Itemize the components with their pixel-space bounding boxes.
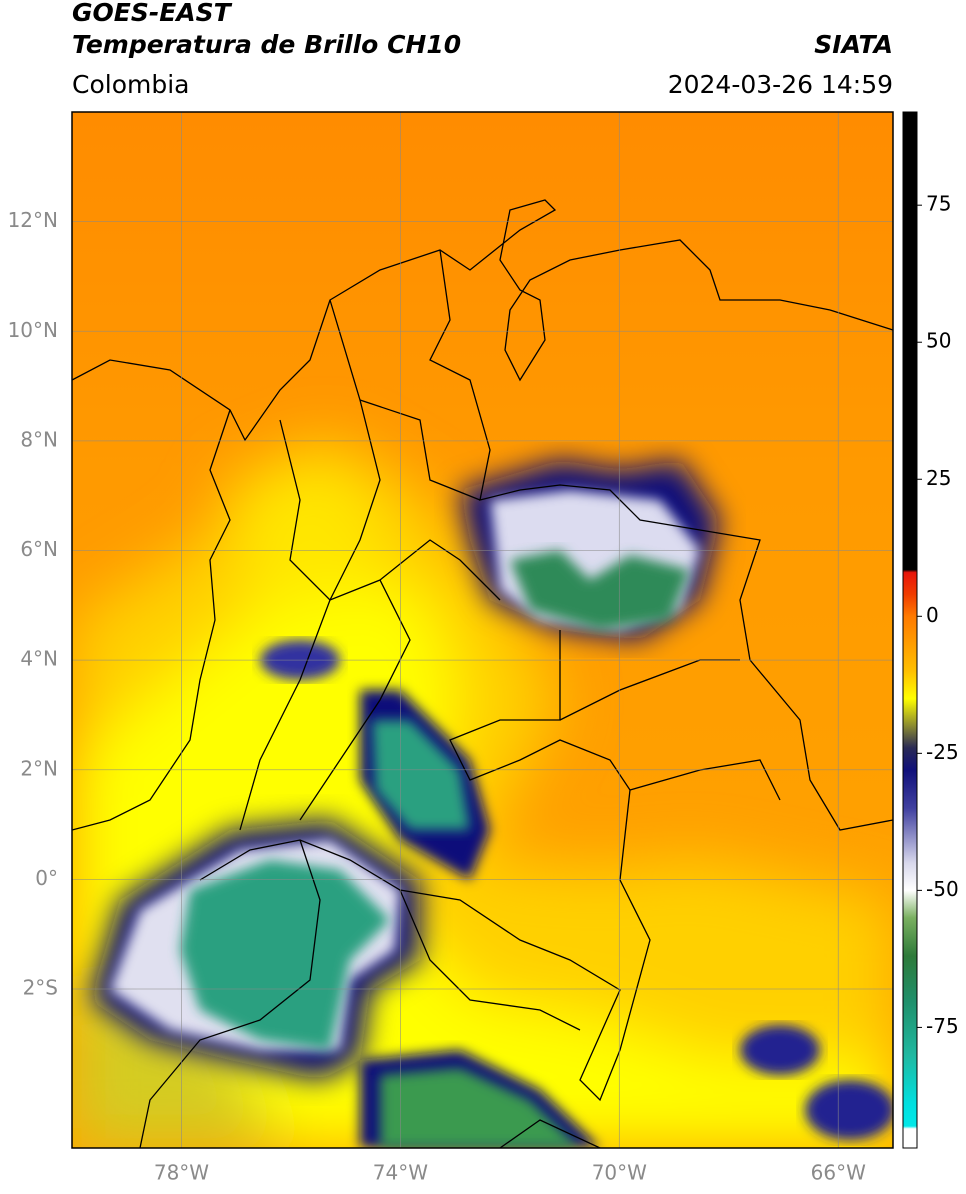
borders bbox=[72, 199, 893, 1148]
map-frame bbox=[71, 111, 894, 1149]
colorbar-tick-label: 75 bbox=[926, 192, 951, 216]
colorbar-tick-label: -25 bbox=[926, 740, 959, 764]
subtitle: Temperatura de Brillo CH10 bbox=[72, 30, 461, 59]
colorbar-tick-label: 0 bbox=[926, 603, 939, 627]
lat-tick-label: 4°N bbox=[20, 647, 58, 671]
lat-tick-label: 6°N bbox=[20, 537, 58, 561]
lon-tick-label: 74°W bbox=[373, 1161, 428, 1185]
lat-tick-label: 12°N bbox=[8, 208, 58, 232]
colorbar-tick-label: -50 bbox=[926, 877, 959, 901]
datetime: 2024-03-26 14:59 bbox=[668, 70, 893, 99]
lat-tick-label: 2°S bbox=[23, 976, 58, 1000]
colorbar-tick-label: 25 bbox=[926, 466, 951, 490]
colorbar-tick-label: 50 bbox=[926, 329, 951, 353]
lon-tick-label: 66°W bbox=[811, 1161, 866, 1185]
region: Colombia bbox=[72, 70, 189, 99]
source: SIATA bbox=[814, 30, 893, 59]
clouds bbox=[90, 460, 893, 1148]
colorbar-tick-label: -75 bbox=[926, 1014, 959, 1038]
lat-tick-label: 8°N bbox=[20, 427, 58, 451]
colorbar bbox=[902, 111, 918, 1149]
lat-tick-label: 0° bbox=[35, 866, 58, 890]
lat-tick-label: 10°N bbox=[8, 318, 58, 342]
lat-tick-label: 2°N bbox=[20, 756, 58, 780]
lon-tick-label: 78°W bbox=[154, 1161, 209, 1185]
title: GOES-EAST bbox=[72, 0, 233, 27]
grid bbox=[72, 112, 893, 1148]
map-image bbox=[72, 112, 893, 1148]
lon-tick-label: 70°W bbox=[592, 1161, 647, 1185]
